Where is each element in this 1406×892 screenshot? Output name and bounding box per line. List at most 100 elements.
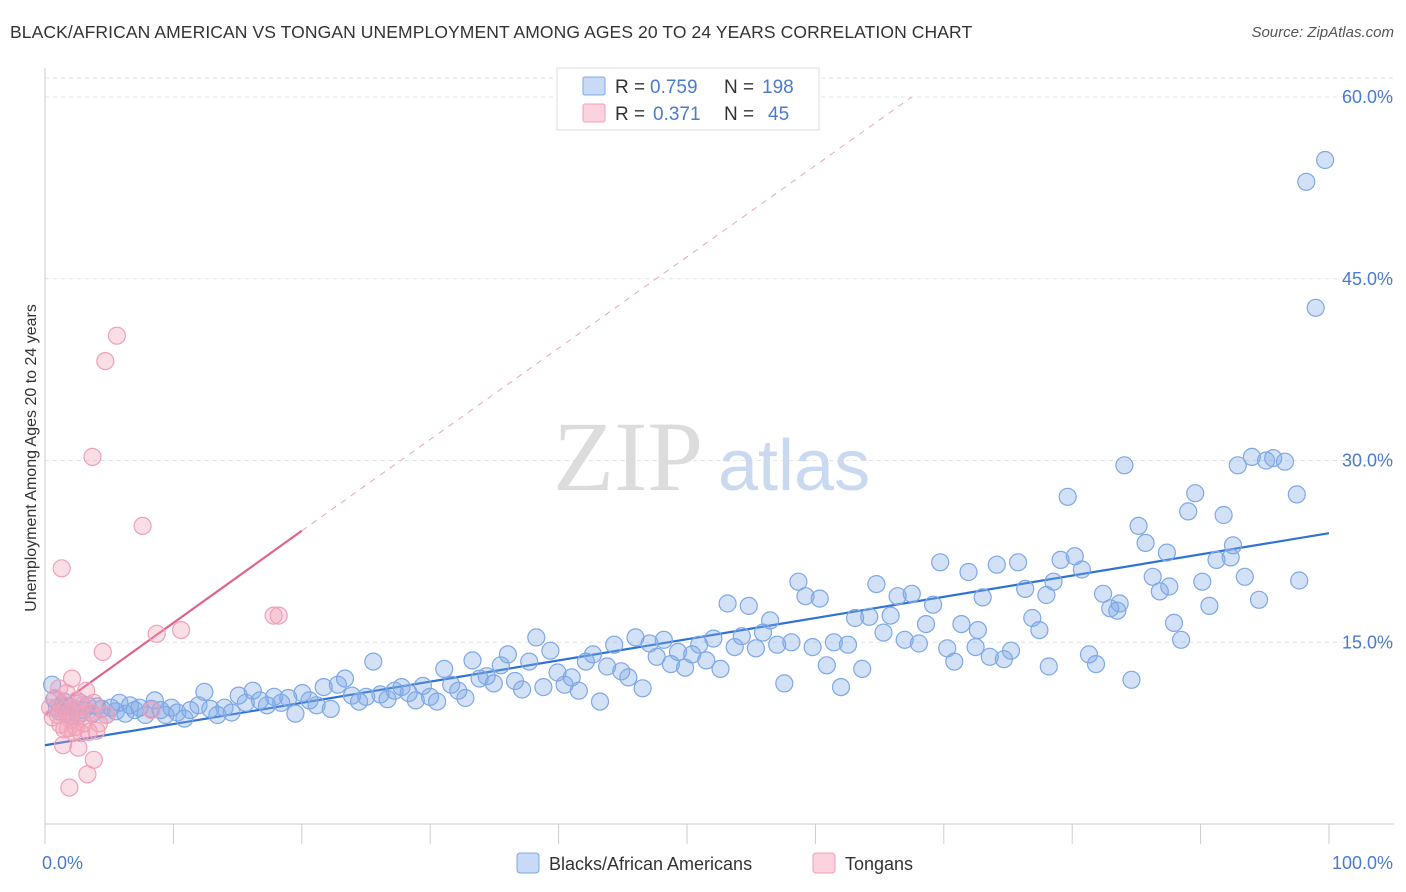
blue-point — [718, 594, 737, 613]
blue-point — [987, 555, 1006, 574]
blue-point — [619, 668, 638, 687]
blue-point — [768, 635, 787, 654]
pink-point — [96, 352, 115, 371]
blue-point — [1297, 172, 1316, 191]
blue-point — [1030, 620, 1049, 640]
blue-point — [746, 639, 766, 658]
blue-point — [654, 630, 673, 649]
blue-point — [1108, 601, 1127, 620]
legend-series-blue-label: Blacks/African Americans — [549, 854, 752, 874]
blue-point — [916, 614, 936, 634]
blue-point — [156, 705, 175, 725]
blue-point — [1193, 572, 1212, 591]
blue-point — [314, 677, 333, 697]
blue-point — [399, 683, 418, 703]
y-tick-label: 45.0% — [1342, 269, 1393, 289]
blue-point — [1179, 502, 1198, 521]
legend-blue-r-label: R = — [615, 77, 645, 98]
legend-series-pink-label: Tongans — [845, 854, 913, 874]
axes — [44, 68, 1394, 844]
blue-point — [824, 633, 844, 652]
blue-point — [1136, 533, 1155, 553]
pink-trend-extension — [301, 96, 912, 532]
blue-point — [307, 696, 326, 715]
blue-point — [1214, 505, 1233, 525]
grid-lines — [45, 77, 1394, 643]
blue-point — [1001, 641, 1021, 660]
blue-point — [725, 637, 744, 657]
pink-point — [107, 326, 127, 345]
blue-point — [243, 681, 262, 700]
blue-point — [162, 698, 181, 717]
blue-point — [732, 627, 751, 646]
blue-point — [1110, 594, 1129, 613]
blue-point — [612, 662, 631, 681]
pink-point — [87, 721, 106, 740]
blue-point — [470, 669, 489, 688]
blue-point — [874, 623, 893, 642]
x-tick-label-min: 0.0% — [42, 853, 83, 873]
blue-point — [328, 675, 347, 694]
pink-point — [97, 705, 116, 725]
pink-point — [269, 606, 288, 625]
blue-point — [952, 614, 971, 634]
blue-point — [909, 634, 929, 653]
blue-point — [782, 633, 801, 652]
data-points — [40, 150, 1335, 797]
blue-point — [520, 652, 539, 671]
pink-point — [52, 559, 71, 578]
blue-point — [229, 686, 248, 705]
source-label: Source: ZipAtlas.com — [1251, 24, 1394, 41]
y-tick-label: 60.0% — [1342, 87, 1393, 107]
legend-series-pink-swatch — [812, 852, 836, 874]
pink-point — [62, 669, 82, 688]
blue-point — [208, 705, 227, 725]
blue-point — [463, 651, 482, 670]
blue-point — [442, 675, 461, 694]
blue-point — [195, 682, 214, 702]
blue-point — [1122, 670, 1141, 689]
blue-point — [980, 647, 999, 666]
blue-point — [959, 562, 978, 582]
blue-point — [796, 587, 815, 606]
blue-point — [923, 595, 943, 614]
watermark: ZIP atlas — [553, 401, 870, 512]
pink-point — [69, 738, 88, 757]
blue-point — [1164, 613, 1184, 633]
blue-point — [817, 656, 836, 675]
blue-point — [605, 635, 624, 654]
blue-point — [1160, 577, 1179, 596]
axis-labels: 15.0% 30.0% 45.0% 60.0% 0.0% 100.0% — [42, 87, 1393, 873]
y-axis-label: Unemployment Among Ages 20 to 24 years — [23, 304, 40, 612]
pink-point — [83, 447, 102, 466]
blue-point — [1207, 550, 1226, 570]
blue-point — [1228, 456, 1247, 475]
blue-point — [789, 572, 808, 591]
blue-point — [335, 669, 355, 688]
blue-point — [1016, 579, 1035, 599]
blue-point — [888, 587, 907, 606]
blue-point — [590, 692, 610, 711]
blue-point — [1264, 449, 1283, 468]
blue-point — [831, 677, 851, 697]
blue-point — [704, 629, 723, 648]
pink-point — [172, 620, 191, 640]
blue-point — [845, 608, 865, 628]
blue-point — [1058, 487, 1077, 506]
blue-point — [1171, 630, 1191, 649]
blue-point — [902, 584, 921, 603]
legend-blue-r-value: 0.759 — [650, 77, 698, 98]
blue-point — [1200, 596, 1219, 616]
blue-point — [838, 635, 858, 654]
legend-pink-n-label: N = — [724, 104, 754, 125]
blue-point — [491, 656, 510, 675]
blue-point — [534, 677, 553, 697]
blue-point — [498, 645, 517, 664]
blue-point — [973, 588, 992, 607]
blue-point — [1072, 560, 1092, 579]
blue-point — [201, 699, 220, 719]
legend-blue-n-value: 198 — [762, 77, 794, 98]
blue-point — [364, 652, 383, 671]
blue-point — [803, 637, 822, 657]
blue-point — [1101, 599, 1120, 618]
